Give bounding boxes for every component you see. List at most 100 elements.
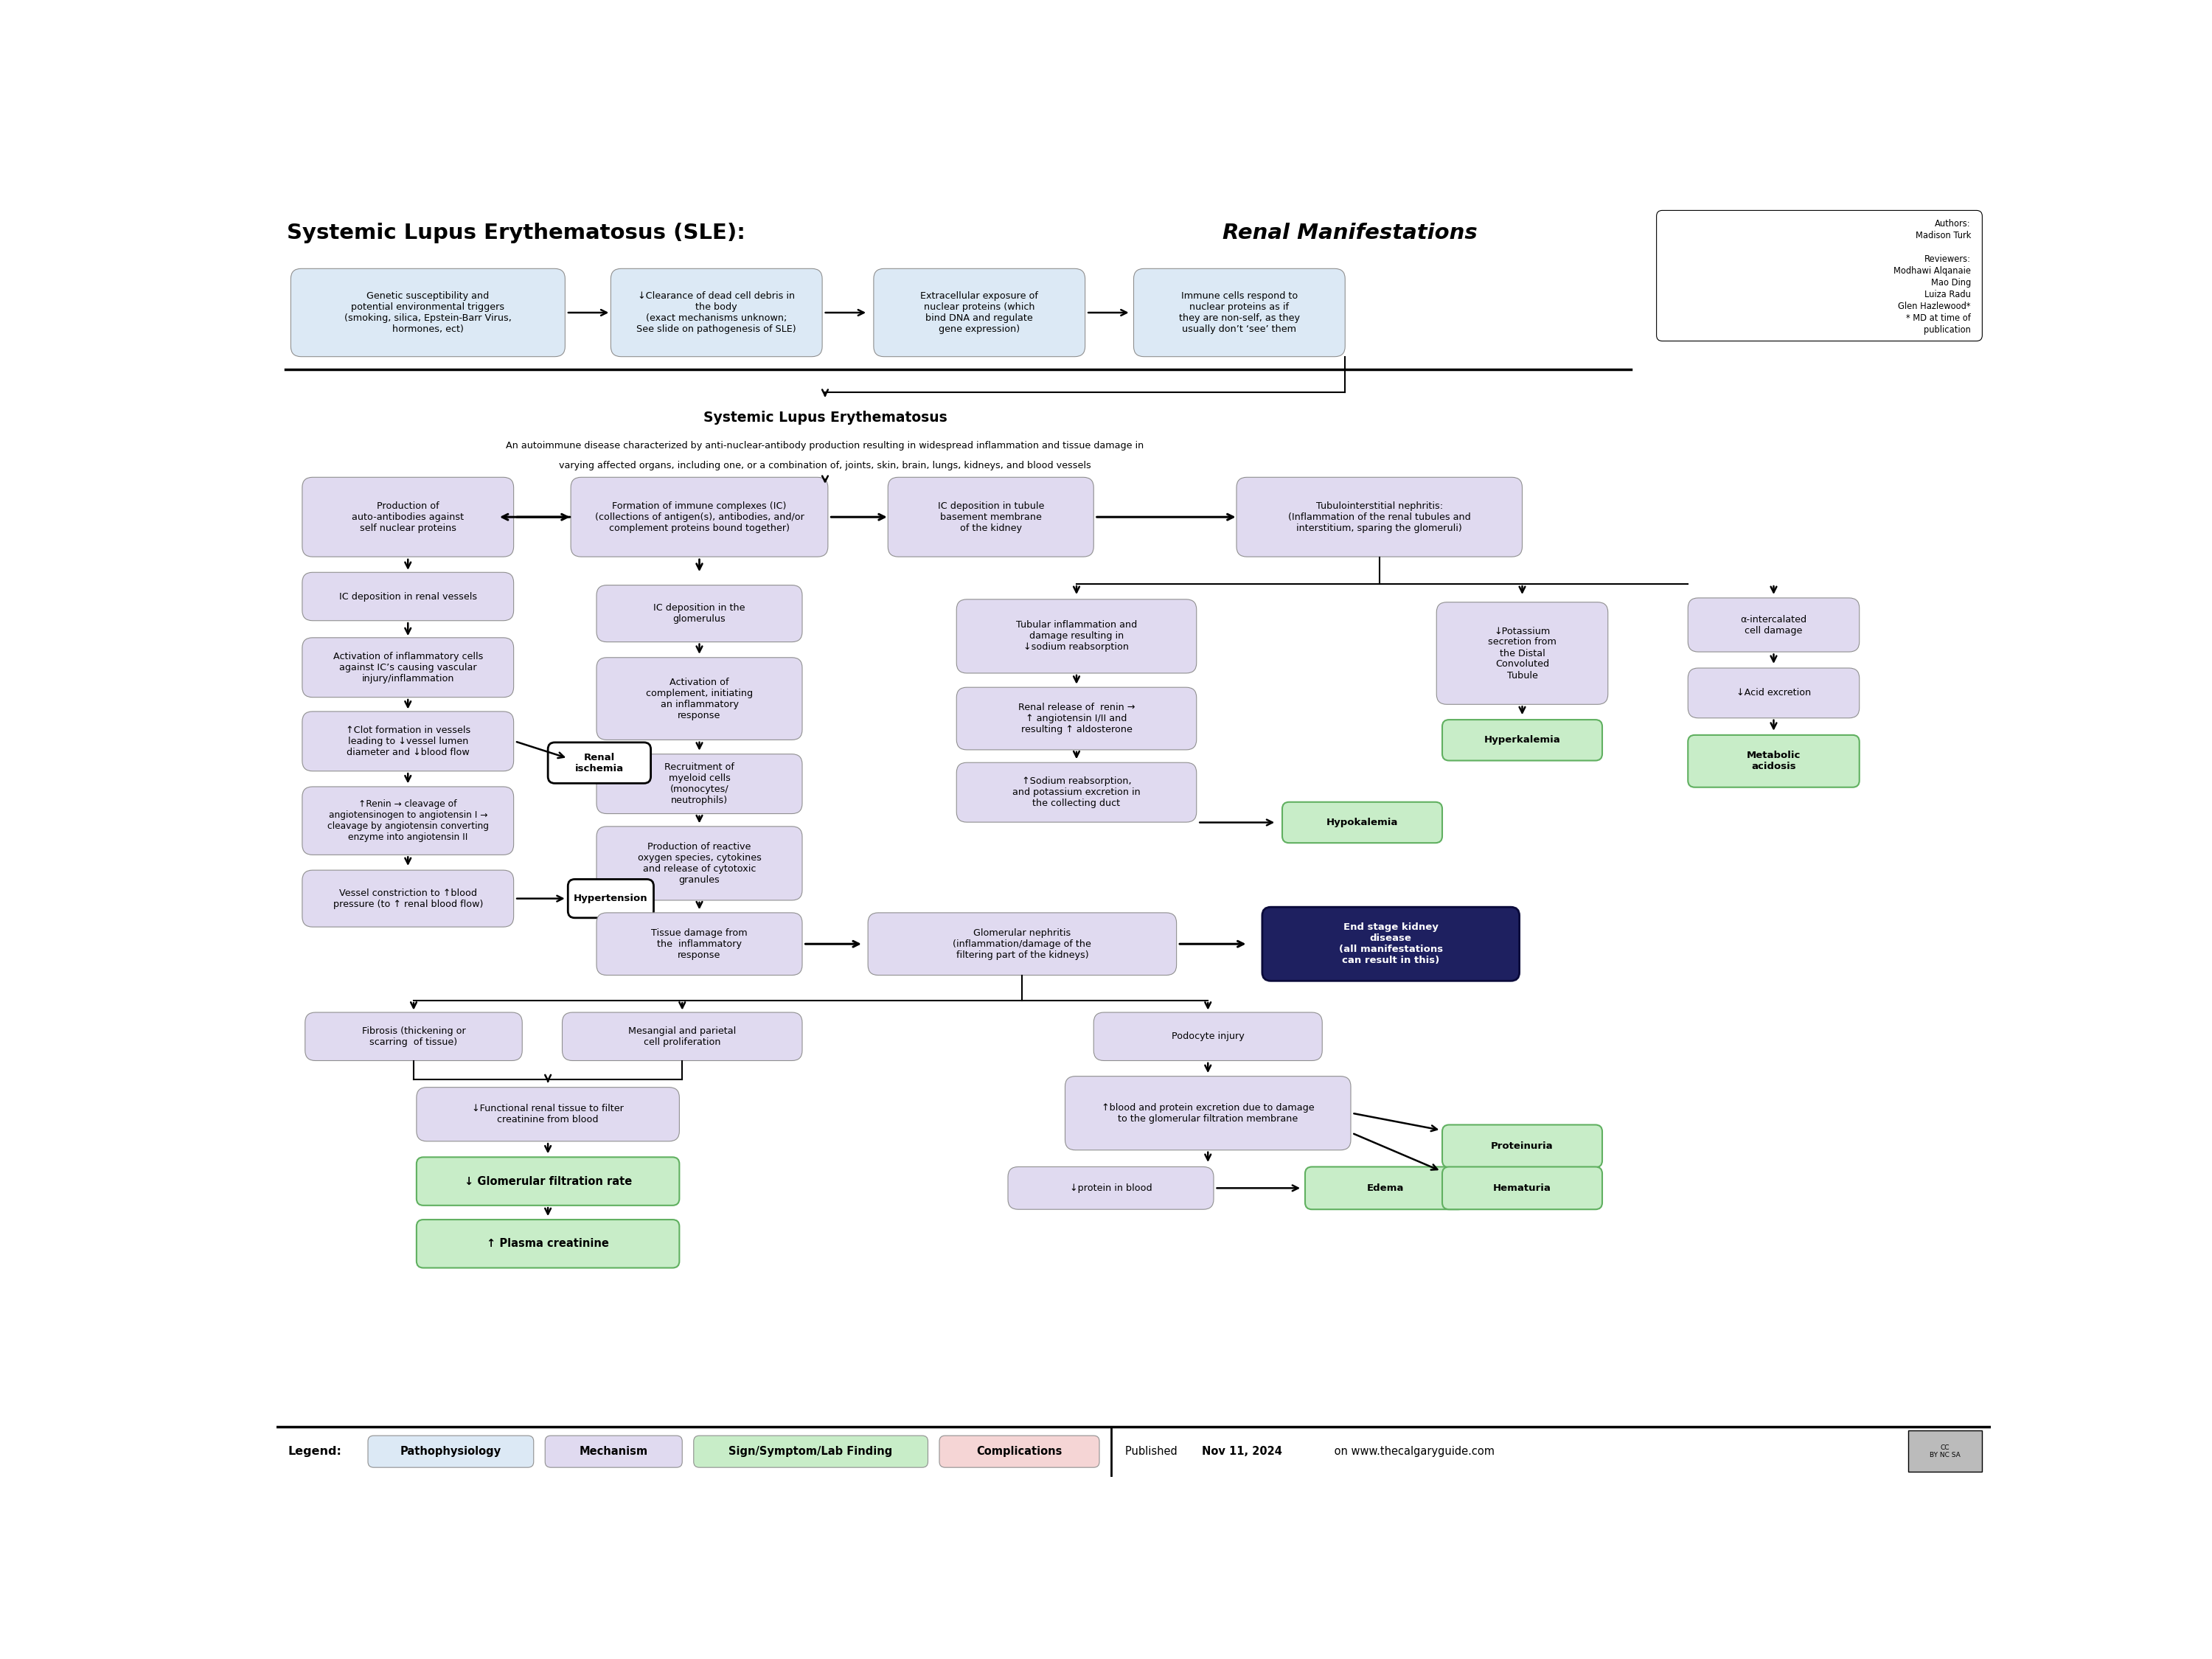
FancyBboxPatch shape xyxy=(367,1435,533,1468)
FancyBboxPatch shape xyxy=(303,637,513,697)
FancyBboxPatch shape xyxy=(597,657,803,740)
Text: Podocyte injury: Podocyte injury xyxy=(1172,1032,1245,1042)
FancyBboxPatch shape xyxy=(416,1219,679,1267)
Text: IC deposition in renal vessels: IC deposition in renal vessels xyxy=(338,592,478,601)
FancyBboxPatch shape xyxy=(1237,478,1522,557)
Text: ↓ Glomerular filtration rate: ↓ Glomerular filtration rate xyxy=(465,1176,633,1186)
FancyBboxPatch shape xyxy=(597,755,803,813)
Text: Glomerular nephritis
(inflammation/damage of the
filtering part of the kidneys): Glomerular nephritis (inflammation/damag… xyxy=(953,927,1091,961)
FancyBboxPatch shape xyxy=(597,826,803,901)
Text: Legend:: Legend: xyxy=(288,1447,341,1457)
Text: Genetic susceptibility and
potential environmental triggers
(smoking, silica, Ep: Genetic susceptibility and potential env… xyxy=(345,292,511,333)
FancyBboxPatch shape xyxy=(1305,1166,1464,1209)
FancyBboxPatch shape xyxy=(1442,1166,1601,1209)
FancyBboxPatch shape xyxy=(1688,735,1860,788)
FancyBboxPatch shape xyxy=(303,786,513,854)
Text: Systemic Lupus Erythematosus: Systemic Lupus Erythematosus xyxy=(703,411,947,425)
FancyBboxPatch shape xyxy=(1442,720,1601,760)
Text: varying affected organs, including one, or a combination of, joints, skin, brain: varying affected organs, including one, … xyxy=(560,461,1091,471)
Text: ↓protein in blood: ↓protein in blood xyxy=(1071,1183,1152,1193)
Text: Tissue damage from
the  inflammatory
response: Tissue damage from the inflammatory resp… xyxy=(650,927,748,961)
Text: Edema: Edema xyxy=(1367,1183,1405,1193)
FancyBboxPatch shape xyxy=(597,586,803,642)
FancyBboxPatch shape xyxy=(303,712,513,771)
Text: ↓Clearance of dead cell debris in
the body
(exact mechanisms unknown;
See slide : ↓Clearance of dead cell debris in the bo… xyxy=(637,292,796,333)
Text: ↑Sodium reabsorption,
and potassium excretion in
the collecting duct: ↑Sodium reabsorption, and potassium excr… xyxy=(1013,776,1141,808)
Text: Extracellular exposure of
nuclear proteins (which
bind DNA and regulate
gene exp: Extracellular exposure of nuclear protei… xyxy=(920,292,1037,333)
FancyBboxPatch shape xyxy=(544,1435,681,1468)
FancyBboxPatch shape xyxy=(416,1087,679,1141)
Text: Hyperkalemia: Hyperkalemia xyxy=(1484,735,1559,745)
FancyBboxPatch shape xyxy=(1135,269,1345,357)
Text: Mesangial and parietal
cell proliferation: Mesangial and parietal cell proliferatio… xyxy=(628,1027,737,1047)
Text: Activation of inflammatory cells
against IC’s causing vascular
injury/inflammati: Activation of inflammatory cells against… xyxy=(334,652,482,684)
Text: Sign/Symptom/Lab Finding: Sign/Symptom/Lab Finding xyxy=(730,1447,894,1457)
Text: ↑Clot formation in vessels
leading to ↓vessel lumen
diameter and ↓blood flow: ↑Clot formation in vessels leading to ↓v… xyxy=(345,725,471,757)
FancyBboxPatch shape xyxy=(1442,1125,1601,1168)
Text: Formation of immune complexes (IC)
(collections of antigen(s), antibodies, and/o: Formation of immune complexes (IC) (coll… xyxy=(595,501,803,533)
Text: End stage kidney
disease
(all manifestations
can result in this): End stage kidney disease (all manifestat… xyxy=(1338,922,1442,966)
Text: ↓Functional renal tissue to filter
creatinine from blood: ↓Functional renal tissue to filter creat… xyxy=(471,1103,624,1125)
Text: IC deposition in tubule
basement membrane
of the kidney: IC deposition in tubule basement membran… xyxy=(938,501,1044,533)
Text: Renal Manifestations: Renal Manifestations xyxy=(1223,222,1478,244)
FancyBboxPatch shape xyxy=(1909,1430,1982,1472)
Text: Nov 11, 2024: Nov 11, 2024 xyxy=(1203,1447,1283,1457)
FancyBboxPatch shape xyxy=(1283,801,1442,843)
FancyBboxPatch shape xyxy=(1436,602,1608,705)
Text: IC deposition in the
glomerulus: IC deposition in the glomerulus xyxy=(653,604,745,624)
Text: ↓Acid excretion: ↓Acid excretion xyxy=(1736,688,1812,698)
Text: Recruitment of
myeloid cells
(monocytes/
neutrophils): Recruitment of myeloid cells (monocytes/… xyxy=(664,763,734,805)
Text: Mechanism: Mechanism xyxy=(580,1447,648,1457)
Text: ↑blood and protein excretion due to damage
to the glomerular filtration membrane: ↑blood and protein excretion due to dama… xyxy=(1102,1103,1314,1123)
Text: ↓Potassium
secretion from
the Distal
Convoluted
Tubule: ↓Potassium secretion from the Distal Con… xyxy=(1489,627,1557,680)
Text: Production of reactive
oxygen species, cytokines
and release of cytotoxic
granul: Production of reactive oxygen species, c… xyxy=(637,843,761,884)
FancyBboxPatch shape xyxy=(549,743,650,783)
FancyBboxPatch shape xyxy=(1066,1077,1352,1150)
Text: Metabolic
acidosis: Metabolic acidosis xyxy=(1747,752,1801,771)
FancyBboxPatch shape xyxy=(290,269,564,357)
FancyBboxPatch shape xyxy=(1688,669,1860,718)
FancyBboxPatch shape xyxy=(597,912,803,975)
FancyBboxPatch shape xyxy=(416,1158,679,1206)
Text: Immune cells respond to
nuclear proteins as if
they are non-self, as they
usuall: Immune cells respond to nuclear proteins… xyxy=(1179,292,1301,333)
FancyBboxPatch shape xyxy=(568,879,655,917)
FancyBboxPatch shape xyxy=(1093,1012,1323,1060)
FancyBboxPatch shape xyxy=(695,1435,929,1468)
Text: on www.thecalgaryguide.com: on www.thecalgaryguide.com xyxy=(1332,1447,1495,1457)
FancyBboxPatch shape xyxy=(303,478,513,557)
Text: Hypokalemia: Hypokalemia xyxy=(1327,818,1398,828)
Text: CC
BY NC SA: CC BY NC SA xyxy=(1929,1445,1960,1458)
FancyBboxPatch shape xyxy=(940,1435,1099,1468)
FancyBboxPatch shape xyxy=(562,1012,803,1060)
Text: Proteinuria: Proteinuria xyxy=(1491,1141,1553,1151)
Text: Systemic Lupus Erythematosus (SLE):: Systemic Lupus Erythematosus (SLE): xyxy=(288,222,752,244)
Text: Hematuria: Hematuria xyxy=(1493,1183,1551,1193)
FancyBboxPatch shape xyxy=(956,599,1197,674)
FancyBboxPatch shape xyxy=(1009,1166,1214,1209)
Text: Published: Published xyxy=(1126,1447,1181,1457)
Text: Fibrosis (thickening or
scarring  of tissue): Fibrosis (thickening or scarring of tiss… xyxy=(363,1027,465,1047)
Text: Activation of
complement, initiating
an inflammatory
response: Activation of complement, initiating an … xyxy=(646,677,752,720)
Text: Vessel constriction to ↑blood
pressure (to ↑ renal blood flow): Vessel constriction to ↑blood pressure (… xyxy=(334,888,482,909)
FancyBboxPatch shape xyxy=(867,912,1177,975)
FancyBboxPatch shape xyxy=(303,871,513,927)
Text: Authors:
Madison Turk

Reviewers:
Modhawi Alqanaie
Mao Ding
Luiza Radu
Glen Hazl: Authors: Madison Turk Reviewers: Modhawi… xyxy=(1893,219,1971,335)
FancyBboxPatch shape xyxy=(1657,211,1982,342)
Text: Complications: Complications xyxy=(975,1447,1062,1457)
Text: An autoimmune disease characterized by anti-nuclear-antibody production resultin: An autoimmune disease characterized by a… xyxy=(507,441,1144,451)
Text: Hypertension: Hypertension xyxy=(573,894,648,904)
FancyBboxPatch shape xyxy=(874,269,1086,357)
Text: Renal
ischemia: Renal ischemia xyxy=(575,753,624,773)
Text: Tubular inflammation and
damage resulting in
↓sodium reabsorption: Tubular inflammation and damage resultin… xyxy=(1015,620,1137,652)
FancyBboxPatch shape xyxy=(1688,597,1860,652)
Text: Pathophysiology: Pathophysiology xyxy=(400,1447,502,1457)
FancyBboxPatch shape xyxy=(956,763,1197,823)
FancyBboxPatch shape xyxy=(1263,907,1520,980)
Text: α-intercalated
cell damage: α-intercalated cell damage xyxy=(1741,614,1807,635)
FancyBboxPatch shape xyxy=(305,1012,522,1060)
Text: Production of
auto-antibodies against
self nuclear proteins: Production of auto-antibodies against se… xyxy=(352,501,465,533)
Text: ↑Renin → cleavage of
angiotensinogen to angiotensin I →
cleavage by angiotensin : ↑Renin → cleavage of angiotensinogen to … xyxy=(327,800,489,843)
FancyBboxPatch shape xyxy=(571,478,827,557)
FancyBboxPatch shape xyxy=(956,687,1197,750)
FancyBboxPatch shape xyxy=(303,572,513,620)
